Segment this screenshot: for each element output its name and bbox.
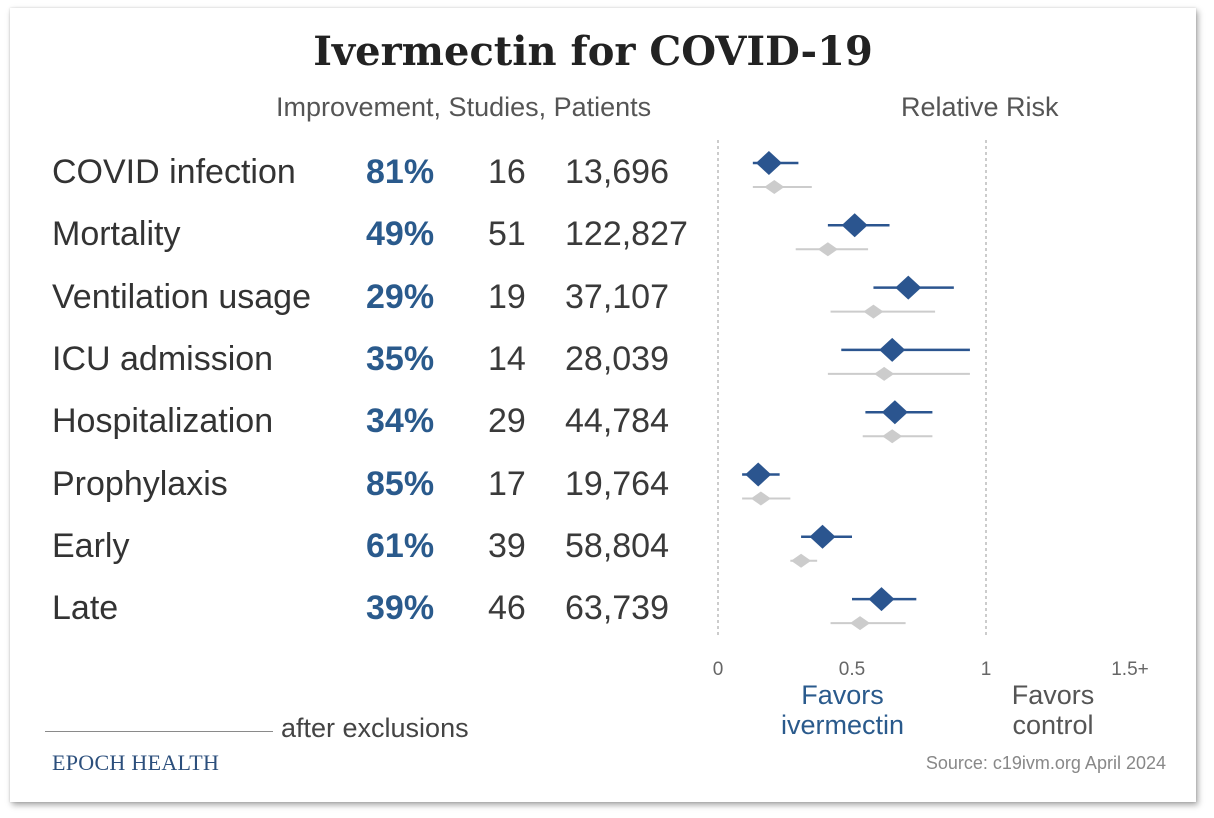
- point-estimate: [841, 213, 868, 238]
- row-label: ICU admission: [52, 339, 274, 378]
- row-label: Ventilation usage: [52, 277, 311, 316]
- row-improvement: 81%: [366, 153, 435, 191]
- row-studies: 17: [488, 464, 526, 503]
- x-tick-label: 0.5: [839, 659, 865, 680]
- row-patients: 37,107: [565, 277, 669, 316]
- point-after-exclusions: [750, 491, 771, 506]
- point-estimate: [755, 151, 782, 175]
- row-label: COVID infection: [52, 153, 296, 191]
- point-after-exclusions: [850, 616, 871, 631]
- favors-ivermectin-line1: Favors: [801, 680, 884, 710]
- favors-ivermectin-line2: ivermectin: [780, 710, 905, 740]
- row-studies: 39: [488, 526, 526, 565]
- point-estimate: [745, 462, 772, 487]
- x-tick-label: 1.5+: [1111, 659, 1149, 680]
- favors-control-line1: Favors: [1011, 680, 1095, 710]
- brand-logo: EPOCH HEALTH: [52, 750, 220, 775]
- row-improvement: 35%: [366, 339, 435, 378]
- row-studies: 19: [488, 277, 526, 316]
- point-after-exclusions: [863, 304, 884, 319]
- row-patients: 122,827: [565, 215, 688, 254]
- row-patients: 63,739: [565, 589, 669, 628]
- legend-line-swatch: [45, 731, 273, 732]
- row-patients: 19,764: [565, 464, 669, 503]
- row-improvement: 34%: [366, 402, 435, 441]
- row-label: Mortality: [52, 215, 181, 254]
- favors-control-label: Favors control: [978, 680, 1128, 740]
- legend-after-exclusions: after exclusions: [281, 713, 469, 743]
- row-patients: 13,696: [565, 153, 669, 191]
- point-estimate: [809, 524, 836, 549]
- row-improvement: 39%: [366, 589, 435, 628]
- row-improvement: 61%: [366, 526, 435, 565]
- x-tick-label: 1: [981, 659, 992, 680]
- point-after-exclusions: [817, 242, 838, 257]
- point-after-exclusions: [874, 366, 895, 381]
- point-after-exclusions: [882, 429, 903, 444]
- row-patients: 58,804: [565, 526, 669, 565]
- point-estimate: [895, 275, 922, 300]
- row-improvement: 85%: [366, 464, 435, 503]
- favors-control-line2: control: [1012, 710, 1094, 740]
- row-patients: 28,039: [565, 339, 669, 378]
- row-studies: 51: [488, 215, 526, 254]
- left-column-header: Improvement, Studies, Patients: [276, 92, 652, 122]
- row-improvement: 49%: [366, 215, 435, 254]
- infographic-card: [10, 8, 1196, 802]
- point-after-exclusions: [764, 180, 785, 194]
- row-studies: 14: [488, 339, 526, 378]
- point-after-exclusions: [791, 553, 812, 568]
- chart-title: Ivermectin for COVID-19: [313, 28, 873, 75]
- row-label: Early: [52, 526, 130, 565]
- point-estimate: [879, 337, 906, 362]
- source-note: Source: c19ivm.org April 2024: [925, 753, 1166, 773]
- row-label: Hospitalization: [52, 402, 274, 441]
- row-studies: 29: [488, 402, 526, 441]
- favors-ivermectin-label: Favors ivermectin: [760, 680, 925, 740]
- row-patients: 44,784: [565, 402, 669, 441]
- row-studies: 16: [488, 153, 526, 191]
- point-estimate: [881, 400, 908, 425]
- row-studies: 46: [488, 589, 526, 628]
- point-estimate: [868, 587, 895, 612]
- x-tick-label: 0: [713, 659, 724, 680]
- relative-risk-header: Relative Risk: [901, 92, 1059, 122]
- row-improvement: 29%: [366, 277, 435, 316]
- row-label: Late: [52, 589, 119, 628]
- row-label: Prophylaxis: [52, 464, 228, 503]
